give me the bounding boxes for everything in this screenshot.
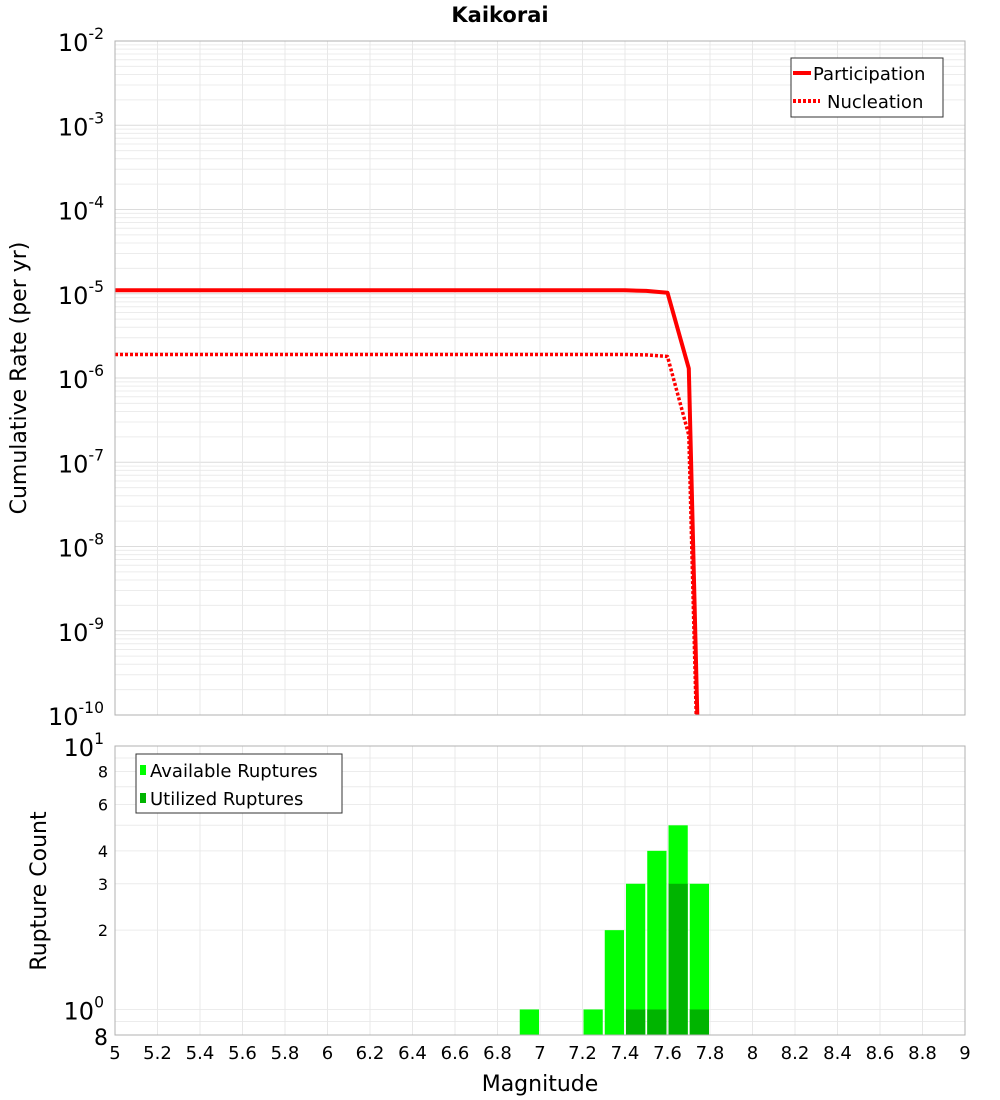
- x-tick-label: 6.8: [483, 1043, 512, 1064]
- y-tick-label: 6: [98, 795, 108, 814]
- y-tick-label: 10-8: [58, 531, 104, 563]
- y-tick-label: 10-4: [58, 194, 104, 226]
- bar-available-ruptures: [626, 883, 646, 1035]
- y-tick-label: 10-10: [48, 699, 104, 731]
- x-tick-label: 8: [747, 1043, 758, 1064]
- chart-title: Kaikorai: [451, 3, 548, 27]
- bar-utilized-ruptures: [626, 1009, 646, 1035]
- x-tick-label: 7.4: [611, 1043, 640, 1064]
- x-tick-label: 7.8: [696, 1043, 725, 1064]
- top-y-axis-label: Cumulative Rate (per yr): [7, 242, 32, 515]
- legend-swatch: [140, 793, 146, 803]
- x-tick-label: 8.2: [781, 1043, 810, 1064]
- bottom-y-axis-label: Rupture Count: [27, 811, 52, 971]
- x-tick-label: 5.6: [228, 1043, 257, 1064]
- x-tick-label: 6.6: [441, 1043, 470, 1064]
- bar-available-ruptures: [519, 1009, 539, 1035]
- legend-label: Available Ruptures: [150, 761, 318, 782]
- x-tick-label: 8.4: [823, 1043, 852, 1064]
- x-tick-label: 6: [322, 1043, 333, 1064]
- legend-swatch: [140, 765, 146, 775]
- y-tick-label: 8: [94, 1026, 108, 1051]
- x-axis-label: Magnitude: [482, 1072, 599, 1097]
- y-tick-label: 2: [98, 921, 108, 940]
- x-tick-label: 5.8: [271, 1043, 300, 1064]
- legend-box: [790, 57, 944, 118]
- series-line-participation: [115, 288, 700, 716]
- x-tick-label: 9: [959, 1043, 970, 1064]
- legend-label: Nucleation: [827, 92, 923, 113]
- x-tick-label: 7.6: [653, 1043, 682, 1064]
- bar-utilized-ruptures: [668, 883, 688, 1035]
- x-tick-label: 5.2: [143, 1043, 172, 1064]
- x-tick-label: 7.2: [568, 1043, 597, 1064]
- legend-label: Participation: [813, 64, 925, 85]
- x-tick-label: 6.4: [398, 1043, 427, 1064]
- plot-border: [114, 40, 966, 716]
- legend: Available Ruptures Utilized Ruptures: [135, 753, 343, 814]
- y-tick-label: 3: [98, 875, 108, 894]
- y-tick-label: 10-6: [58, 362, 104, 394]
- x-tick-label: 5.4: [186, 1043, 215, 1064]
- bar-utilized-ruptures: [647, 1009, 667, 1035]
- series-line-nucleation: [115, 352, 698, 716]
- legend-box: [135, 753, 343, 814]
- plot-border: [114, 745, 966, 1036]
- y-tick-label: 8: [98, 763, 108, 782]
- x-tick-label: 7: [534, 1043, 545, 1064]
- x-tick-label: 8.8: [908, 1043, 937, 1064]
- bar-available-ruptures: [583, 1009, 603, 1035]
- y-tick-label: 10-7: [58, 446, 104, 478]
- bar-utilized-ruptures: [689, 1009, 709, 1035]
- legend-label: Utilized Ruptures: [150, 789, 303, 810]
- y-tick-label: 4: [98, 842, 108, 861]
- x-tick-label: 5: [109, 1043, 120, 1064]
- rate-plot: 10-2 10-3 10-4 10-5 10-6 10-7 10-8 10-9 10-10 Par…: [48, 25, 966, 731]
- legend: Participation Nucleation: [790, 57, 944, 118]
- bar-available-ruptures: [604, 930, 624, 1035]
- y-tick-label: 10-5: [58, 278, 104, 310]
- y-tick-label: 100: [64, 993, 104, 1025]
- y-tick-label: 10-3: [58, 109, 104, 141]
- bar-available-ruptures: [647, 850, 667, 1035]
- y-tick-label: 10-2: [58, 25, 104, 57]
- x-tick-label: 6.2: [356, 1043, 385, 1064]
- x-tick-label: 8.6: [866, 1043, 895, 1064]
- y-tick-label: 101: [64, 730, 104, 762]
- bar-available-ruptures: [689, 883, 709, 1035]
- y-tick-label: 10-9: [58, 615, 104, 647]
